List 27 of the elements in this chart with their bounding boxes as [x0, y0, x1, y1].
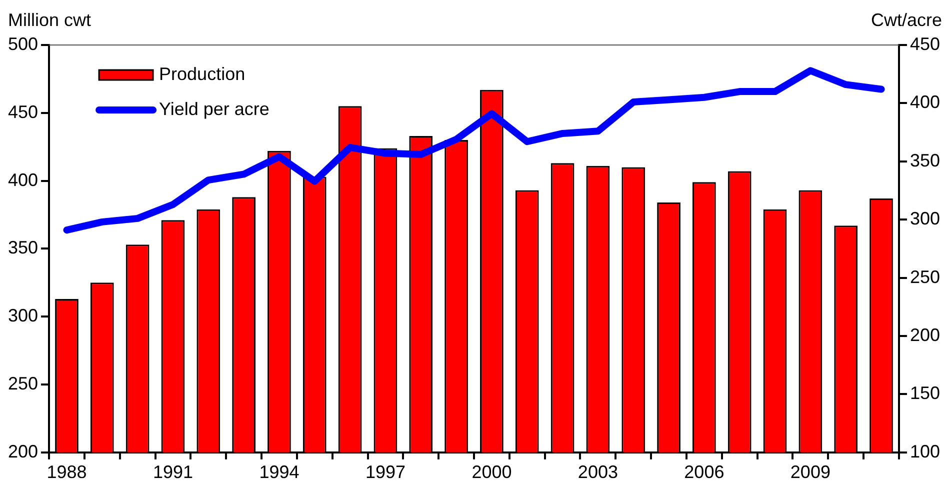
y-tick-label: 300 [8, 306, 38, 326]
x-tick-label: 2006 [684, 462, 724, 482]
y-tick-label: 350 [8, 238, 38, 258]
y-tick-label: 400 [8, 170, 38, 190]
x-tick-label: 1991 [152, 462, 194, 482]
x-tick-label: 1988 [46, 462, 87, 482]
x-tick-label: 1997 [365, 462, 406, 482]
y2-tick-label: 350 [910, 150, 940, 170]
y2-tick-label: 450 [910, 34, 940, 54]
legend-label: Production [159, 64, 246, 84]
y-tick-label: 450 [8, 102, 38, 122]
x-tick-label: 2000 [472, 462, 512, 482]
y-tick-label: 500 [8, 34, 38, 54]
y2-tick-label: 400 [910, 92, 940, 112]
y2-tick-label: 200 [910, 324, 940, 345]
y2-axis-title: Cwt/acre [870, 10, 942, 31]
y2-tick-label: 300 [910, 208, 940, 229]
legend-label: Yield per acre [159, 98, 270, 119]
x-tick-label: 2009 [790, 462, 830, 482]
x-tick-label: 2003 [578, 462, 618, 482]
y2-tick-label: 100 [910, 441, 940, 462]
y2-tick-label: 150 [910, 383, 940, 404]
y-tick-label: 250 [8, 373, 38, 394]
y2-tick-label: 250 [910, 266, 940, 287]
y-axis-title: Million cwt [8, 10, 92, 31]
y-tick-label: 200 [8, 441, 38, 462]
x-tick-label: 1994 [259, 462, 300, 482]
